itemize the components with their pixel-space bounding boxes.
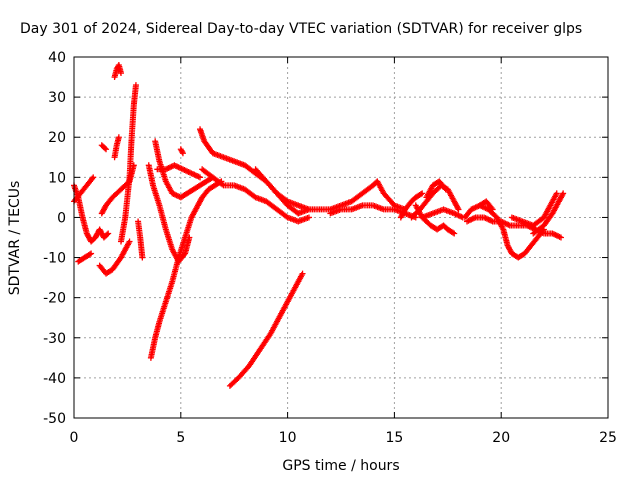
data-point — [89, 175, 96, 182]
y-tick-label: 10 — [48, 170, 66, 186]
series-arc-9 — [117, 82, 139, 245]
data-point — [104, 231, 111, 238]
data-point — [88, 250, 95, 257]
data-point — [442, 186, 449, 193]
series-arc-18 — [226, 270, 306, 389]
series-arc-29 — [476, 202, 547, 261]
series-arc-28 — [464, 214, 565, 241]
y-tick-label: 40 — [48, 50, 66, 66]
data-point — [455, 206, 462, 213]
y-tick-label: -50 — [43, 411, 66, 427]
x-tick-label: 25 — [599, 430, 617, 446]
data-point — [451, 230, 458, 237]
y-tick-label: 0 — [57, 210, 66, 226]
data-point — [449, 229, 456, 236]
series-arc-11 — [145, 162, 193, 265]
x-tick-label: 10 — [279, 430, 297, 446]
grid-layer — [74, 57, 608, 418]
data-point — [454, 205, 461, 212]
series-arc-12 — [147, 178, 225, 361]
data-point — [197, 174, 204, 181]
data-point — [179, 148, 186, 155]
data-point — [139, 254, 146, 261]
series-arc-14 — [154, 162, 204, 181]
series-arc-17 — [199, 166, 312, 225]
series-arc-13 — [152, 138, 216, 201]
plot-frame — [73, 56, 609, 419]
data-layer — [71, 62, 567, 389]
data-point — [558, 234, 565, 241]
series-arc-10 — [135, 218, 146, 261]
y-tick-label: -10 — [43, 251, 66, 267]
series-arc-1 — [71, 182, 112, 245]
series-arc-26 — [419, 206, 466, 221]
series-arc-15 — [177, 146, 186, 157]
data-point — [101, 145, 108, 152]
x-tick-label: 0 — [70, 430, 79, 446]
data-point — [417, 191, 424, 198]
series-arc-24 — [412, 202, 458, 237]
data-point — [103, 146, 110, 153]
x-tick-label: 20 — [492, 430, 510, 446]
series-arc-20 — [295, 178, 409, 217]
series-arc-30 — [508, 190, 560, 229]
data-point — [90, 174, 97, 181]
series-arc-3 — [75, 250, 95, 265]
data-point — [117, 70, 124, 77]
series-arc-2 — [71, 174, 97, 205]
data-point — [419, 190, 426, 197]
series-arc-22 — [397, 190, 426, 221]
data-point — [86, 251, 93, 258]
y-tick-label: -30 — [43, 331, 66, 347]
series-arc-7 — [111, 134, 122, 161]
series-arc-31 — [530, 190, 567, 237]
chart-title: Day 301 of 2024, Sidereal Day-to-day VTE… — [20, 21, 582, 37]
data-point — [559, 191, 566, 198]
y-tick-label: -20 — [43, 291, 66, 307]
series-arc-6 — [98, 142, 110, 153]
y-tick-label: 20 — [48, 130, 66, 146]
data-point — [299, 270, 306, 277]
data-point — [126, 238, 133, 245]
data-point — [179, 150, 186, 157]
data-point — [441, 185, 448, 192]
x-tick-label: 15 — [385, 430, 403, 446]
axis-layer: -50 -40 -30 -20 -10 0 10 20 30 40 0 5 10 15 20 25 — [43, 50, 617, 446]
x-tick-label: 5 — [176, 430, 185, 446]
data-point — [115, 134, 122, 141]
x-axis-label: GPS time / hours — [282, 458, 399, 474]
data-point — [560, 190, 567, 197]
data-point — [305, 214, 312, 221]
data-point — [553, 190, 560, 197]
series-arc-8 — [111, 62, 124, 81]
y-tick-label: -40 — [43, 371, 66, 387]
y-tick-label: 30 — [48, 90, 66, 106]
y-axis-label: SDTVAR / TECUs — [7, 181, 23, 296]
data-point — [105, 230, 112, 237]
series-arc-4 — [96, 238, 133, 277]
series-arc-25 — [423, 178, 449, 201]
data-point — [132, 82, 139, 89]
data-point — [219, 181, 226, 188]
